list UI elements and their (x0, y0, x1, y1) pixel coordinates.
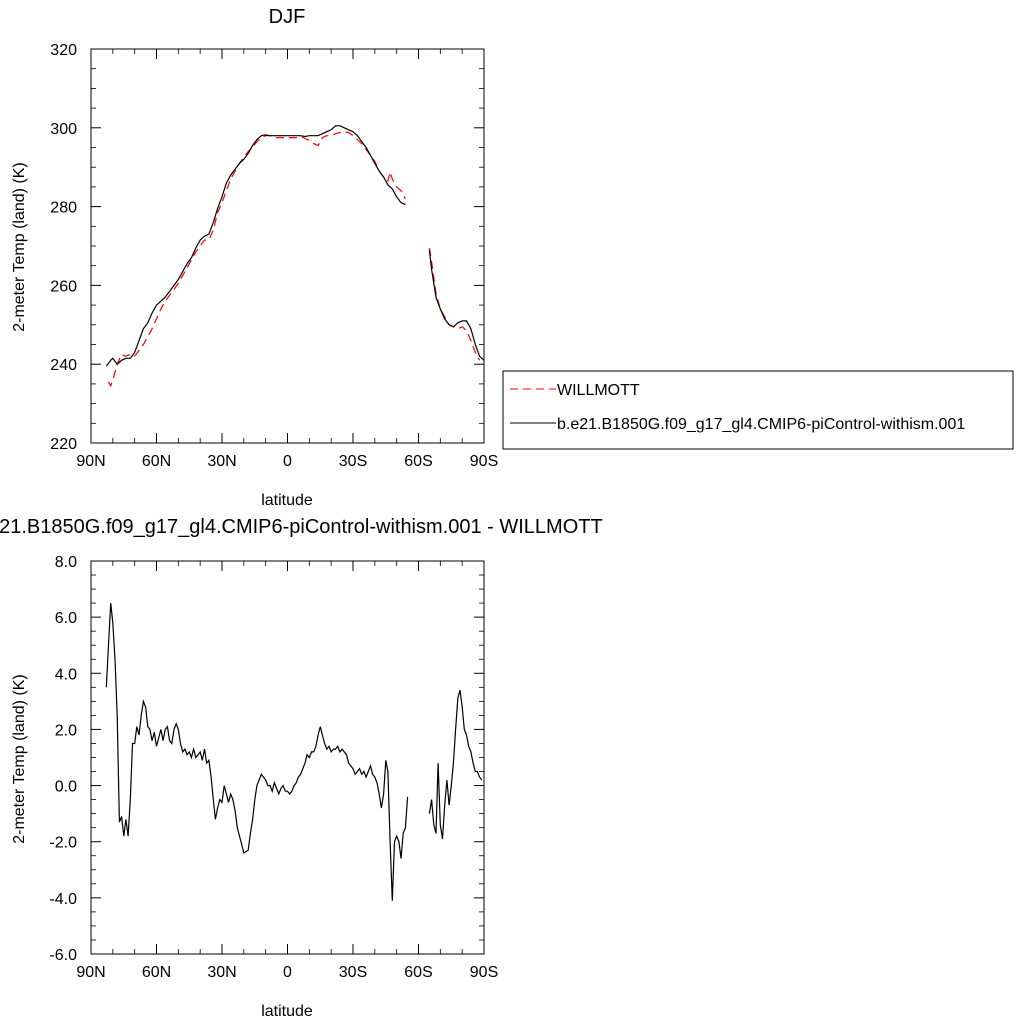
top-y-tick-label: 240 (50, 357, 77, 374)
top-x-tick-label: 30N (207, 453, 236, 470)
top-y-tick-label: 280 (50, 200, 77, 217)
bottom-y-tick-label: -4.0 (49, 891, 77, 908)
bottom-x-tick-label: 0 (283, 964, 292, 981)
bottom-y-tick-label: -2.0 (49, 835, 77, 852)
bottom-y-tick-label: 4.0 (55, 666, 77, 683)
top-x-tick-label: 60S (404, 453, 432, 470)
bottom-x-label: latitude (261, 1003, 313, 1020)
top-x-tick-label: 90N (76, 453, 105, 470)
bottom-y-label: 2-meter Temp (land) (K) (11, 674, 28, 844)
legend-box (502, 370, 1014, 450)
top-plot-frame (90, 48, 485, 444)
top-y-tick-label: 300 (50, 121, 77, 138)
bottom-x-tick-label: 60S (404, 964, 432, 981)
bottom-panel: b.e21.B1850G.f09_g17_gl4.CMIP6-piControl… (0, 516, 603, 1020)
bottom-y-tick-label: 2.0 (55, 722, 77, 739)
bottom-x-tick-label: 90N (76, 964, 105, 981)
bottom-x-tick-label: 60N (142, 964, 171, 981)
top-panel: DJF 2-meter Temp (land) (K) latitude 90N… (11, 6, 498, 509)
top-y-label: 2-meter Temp (land) (K) (11, 162, 28, 332)
top-series-0-line (428, 247, 481, 361)
bottom-series-0-line (428, 689, 483, 839)
bottom-y-tick-label: 8.0 (55, 554, 77, 571)
top-title: DJF (269, 6, 306, 28)
bottom-plot-frame (90, 560, 485, 955)
top-series-1-line (105, 125, 406, 367)
top-x-label: latitude (261, 492, 313, 509)
bottom-x-tick-label: 30N (207, 964, 236, 981)
legend-model-label: b.e21.B1850G.f09_g17_gl4.CMIP6-piControl… (557, 416, 965, 433)
bottom-y-tick-label: 0.0 (55, 779, 77, 796)
top-y-tick-label: 260 (50, 278, 77, 295)
top-x-tick-label: 0 (283, 453, 292, 470)
top-series-0-line (107, 131, 406, 388)
bottom-y-tick-label: 6.0 (55, 610, 77, 627)
bottom-series-0-line (105, 603, 409, 901)
top-y-tick-label: 320 (50, 42, 77, 59)
top-x-tick-label: 90S (470, 453, 498, 470)
top-series-1-line (428, 249, 485, 361)
legend-willmott-label: WILLMOTT (557, 382, 640, 399)
bottom-x-tick-label: 90S (470, 964, 498, 981)
top-x-tick-label: 60N (142, 453, 171, 470)
bottom-x-tick-label: 30S (339, 964, 367, 981)
legend: WILLMOTT b.e21.B1850G.f09_g17_gl4.CMIP6-… (502, 370, 1014, 450)
top-y-tick-label: 220 (50, 436, 77, 453)
top-x-tick-label: 30S (339, 453, 367, 470)
bottom-title: b.e21.B1850G.f09_g17_gl4.CMIP6-piControl… (0, 516, 603, 538)
bottom-y-tick-label: -6.0 (49, 947, 77, 964)
